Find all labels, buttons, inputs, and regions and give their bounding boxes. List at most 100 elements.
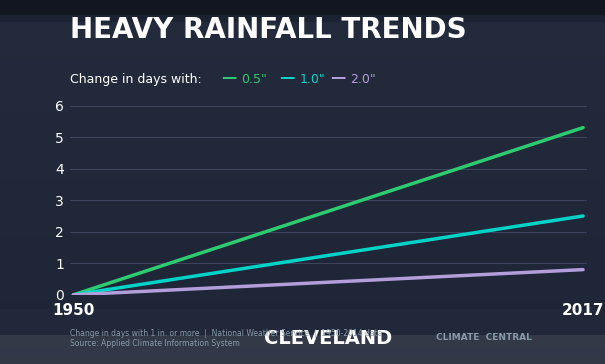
Bar	[0, 51, 605, 55]
Bar	[0, 22, 605, 25]
Bar	[0, 335, 605, 339]
Bar	[0, 66, 605, 69]
Bar	[0, 284, 605, 288]
Bar	[0, 157, 605, 160]
Bar	[0, 357, 605, 360]
Bar	[0, 237, 605, 240]
Bar	[0, 309, 605, 364]
Bar	[0, 0, 605, 22]
Bar	[0, 324, 605, 328]
Bar	[0, 309, 605, 313]
Bar	[0, 91, 605, 95]
Text: —: —	[280, 70, 295, 85]
Bar	[0, 127, 605, 131]
Text: HEAVY RAINFALL TRENDS: HEAVY RAINFALL TRENDS	[70, 16, 466, 44]
Bar	[0, 25, 605, 29]
Bar	[0, 40, 605, 44]
Text: CLEVELAND: CLEVELAND	[264, 329, 392, 348]
Bar	[0, 55, 605, 58]
Bar	[0, 15, 605, 18]
Bar	[0, 164, 605, 167]
Bar	[0, 313, 605, 317]
Bar	[0, 233, 605, 237]
Bar	[0, 193, 605, 197]
Bar	[0, 36, 605, 40]
Bar	[0, 73, 605, 76]
Text: 0.5": 0.5"	[241, 73, 267, 86]
Bar	[0, 291, 605, 295]
Bar	[0, 116, 605, 120]
Bar	[0, 306, 605, 309]
Bar	[0, 142, 605, 146]
Bar	[0, 0, 605, 4]
Bar	[0, 215, 605, 218]
Bar	[0, 200, 605, 204]
Bar	[0, 302, 605, 306]
Bar	[0, 244, 605, 248]
Bar	[0, 207, 605, 211]
Bar	[0, 342, 605, 346]
Bar	[0, 102, 605, 106]
Bar	[0, 229, 605, 233]
Bar	[0, 58, 605, 62]
Text: 2.0": 2.0"	[350, 73, 376, 86]
Bar	[0, 167, 605, 171]
Bar	[0, 4, 605, 7]
Bar	[0, 95, 605, 98]
Bar	[0, 255, 605, 258]
Bar	[0, 353, 605, 357]
Bar	[0, 280, 605, 284]
Bar	[0, 346, 605, 349]
Text: —: —	[330, 70, 345, 85]
Bar	[0, 11, 605, 15]
Bar	[0, 113, 605, 116]
Bar	[0, 298, 605, 302]
Bar	[0, 47, 605, 51]
Bar	[0, 98, 605, 102]
Bar	[0, 262, 605, 266]
Bar	[0, 138, 605, 142]
Text: Change in days with 1 in. or more  |  National Weather Service  |  1950-2014 dat: Change in days with 1 in. or more | Nati…	[70, 329, 382, 339]
Bar	[0, 277, 605, 280]
Bar	[0, 339, 605, 342]
Bar	[0, 251, 605, 255]
Text: Source: Applied Climate Information System: Source: Applied Climate Information Syst…	[70, 339, 240, 348]
Bar	[0, 29, 605, 33]
Bar	[0, 171, 605, 175]
Text: 1.0": 1.0"	[299, 73, 325, 86]
Bar	[0, 331, 605, 335]
Bar	[0, 226, 605, 229]
Bar	[0, 146, 605, 149]
Bar	[0, 320, 605, 324]
Bar	[0, 33, 605, 36]
Bar	[0, 62, 605, 66]
Text: Change in days with:: Change in days with:	[70, 73, 201, 86]
Bar	[0, 80, 605, 84]
Bar	[0, 182, 605, 186]
Bar	[0, 204, 605, 207]
Bar	[0, 273, 605, 277]
Bar	[0, 149, 605, 153]
Bar	[0, 240, 605, 244]
Text: —: —	[221, 70, 236, 85]
Bar	[0, 69, 605, 73]
Bar	[0, 222, 605, 226]
Bar	[0, 153, 605, 157]
Text: CLIMATE  CENTRAL: CLIMATE CENTRAL	[436, 333, 531, 342]
Bar	[0, 360, 605, 364]
Bar	[0, 109, 605, 113]
Bar	[0, 131, 605, 135]
Bar	[0, 76, 605, 80]
Bar	[0, 106, 605, 109]
Bar	[0, 349, 605, 353]
Bar	[0, 44, 605, 47]
Bar	[0, 18, 605, 22]
Bar	[0, 288, 605, 291]
Bar	[0, 248, 605, 251]
Bar	[0, 124, 605, 127]
Bar	[0, 269, 605, 273]
Bar	[0, 317, 605, 320]
Bar	[0, 160, 605, 164]
Bar	[0, 120, 605, 124]
Bar	[0, 258, 605, 262]
